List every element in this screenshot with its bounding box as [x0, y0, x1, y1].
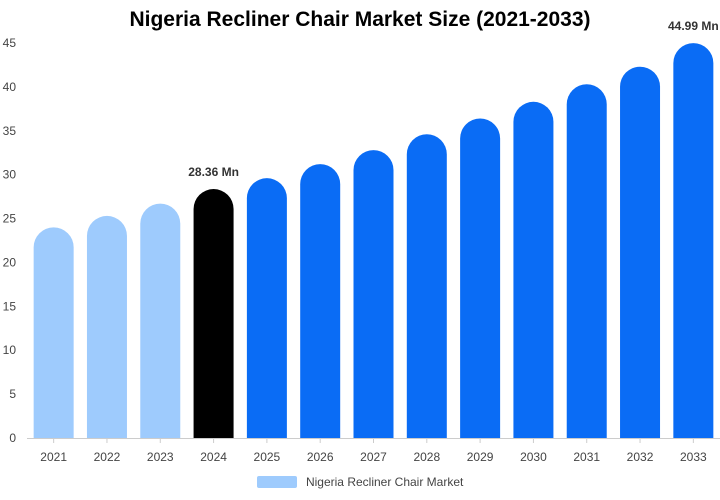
x-tick-label: 2022 [94, 450, 121, 464]
bar-2021 [33, 227, 74, 438]
bar-2025 [246, 178, 287, 438]
x-tick-label: 2023 [147, 450, 174, 464]
y-tick-label: 45 [3, 36, 17, 50]
bar-2023 [140, 203, 181, 438]
bar-2029 [460, 118, 501, 438]
y-tick-label: 5 [9, 387, 16, 401]
y-tick-label: 0 [9, 431, 16, 445]
x-tick-label: 2028 [413, 450, 440, 464]
bar-2032 [620, 66, 661, 438]
y-tick-label: 40 [3, 80, 17, 94]
x-tick-label: 2026 [307, 450, 334, 464]
bar-2033 [673, 43, 714, 439]
bar-2022 [86, 215, 127, 438]
y-tick-label: 20 [3, 255, 17, 269]
x-tick-label: 2032 [627, 450, 654, 464]
y-tick-label: 35 [3, 124, 17, 138]
y-tick-label: 25 [3, 212, 17, 226]
data-label-2024: 28.36 Mn [188, 165, 239, 179]
x-tick-label: 2021 [40, 450, 67, 464]
bar-2027 [353, 150, 394, 439]
y-axis: 0 5 10 15 20 25 30 35 40 45 [3, 36, 17, 445]
bar-2024 [193, 189, 234, 438]
y-tick-label: 10 [3, 343, 17, 357]
chart-title: Nigeria Recliner Chair Market Size (2021… [129, 8, 591, 31]
y-tick-label: 15 [3, 299, 17, 313]
x-tick-label: 2025 [254, 450, 281, 464]
x-axis: 2021 2022 2023 2024 2025 2026 2027 2028 2029 2030… [27, 438, 720, 464]
x-tick-label: 2024 [200, 450, 227, 464]
data-label-2033: 44.99 Mn [668, 19, 719, 33]
bar-2030 [513, 101, 554, 439]
x-tick-label: 2033 [680, 450, 707, 464]
x-tick-label: 2027 [360, 450, 387, 464]
bars [33, 43, 714, 439]
bar-2026 [300, 164, 341, 438]
bar-2028 [406, 134, 447, 439]
data-labels: 28.36 Mn 44.99 Mn [188, 19, 718, 179]
x-tick-label: 2031 [573, 450, 600, 464]
bar-2031 [566, 84, 607, 438]
legend-swatch [256, 475, 297, 488]
legend: Nigeria Recliner Chair Market [0, 474, 720, 489]
x-tick-label: 2030 [520, 450, 547, 464]
legend-label: Nigeria Recliner Chair Market [305, 474, 464, 489]
x-tick-label: 2029 [467, 450, 494, 464]
y-tick-label: 30 [3, 168, 17, 182]
